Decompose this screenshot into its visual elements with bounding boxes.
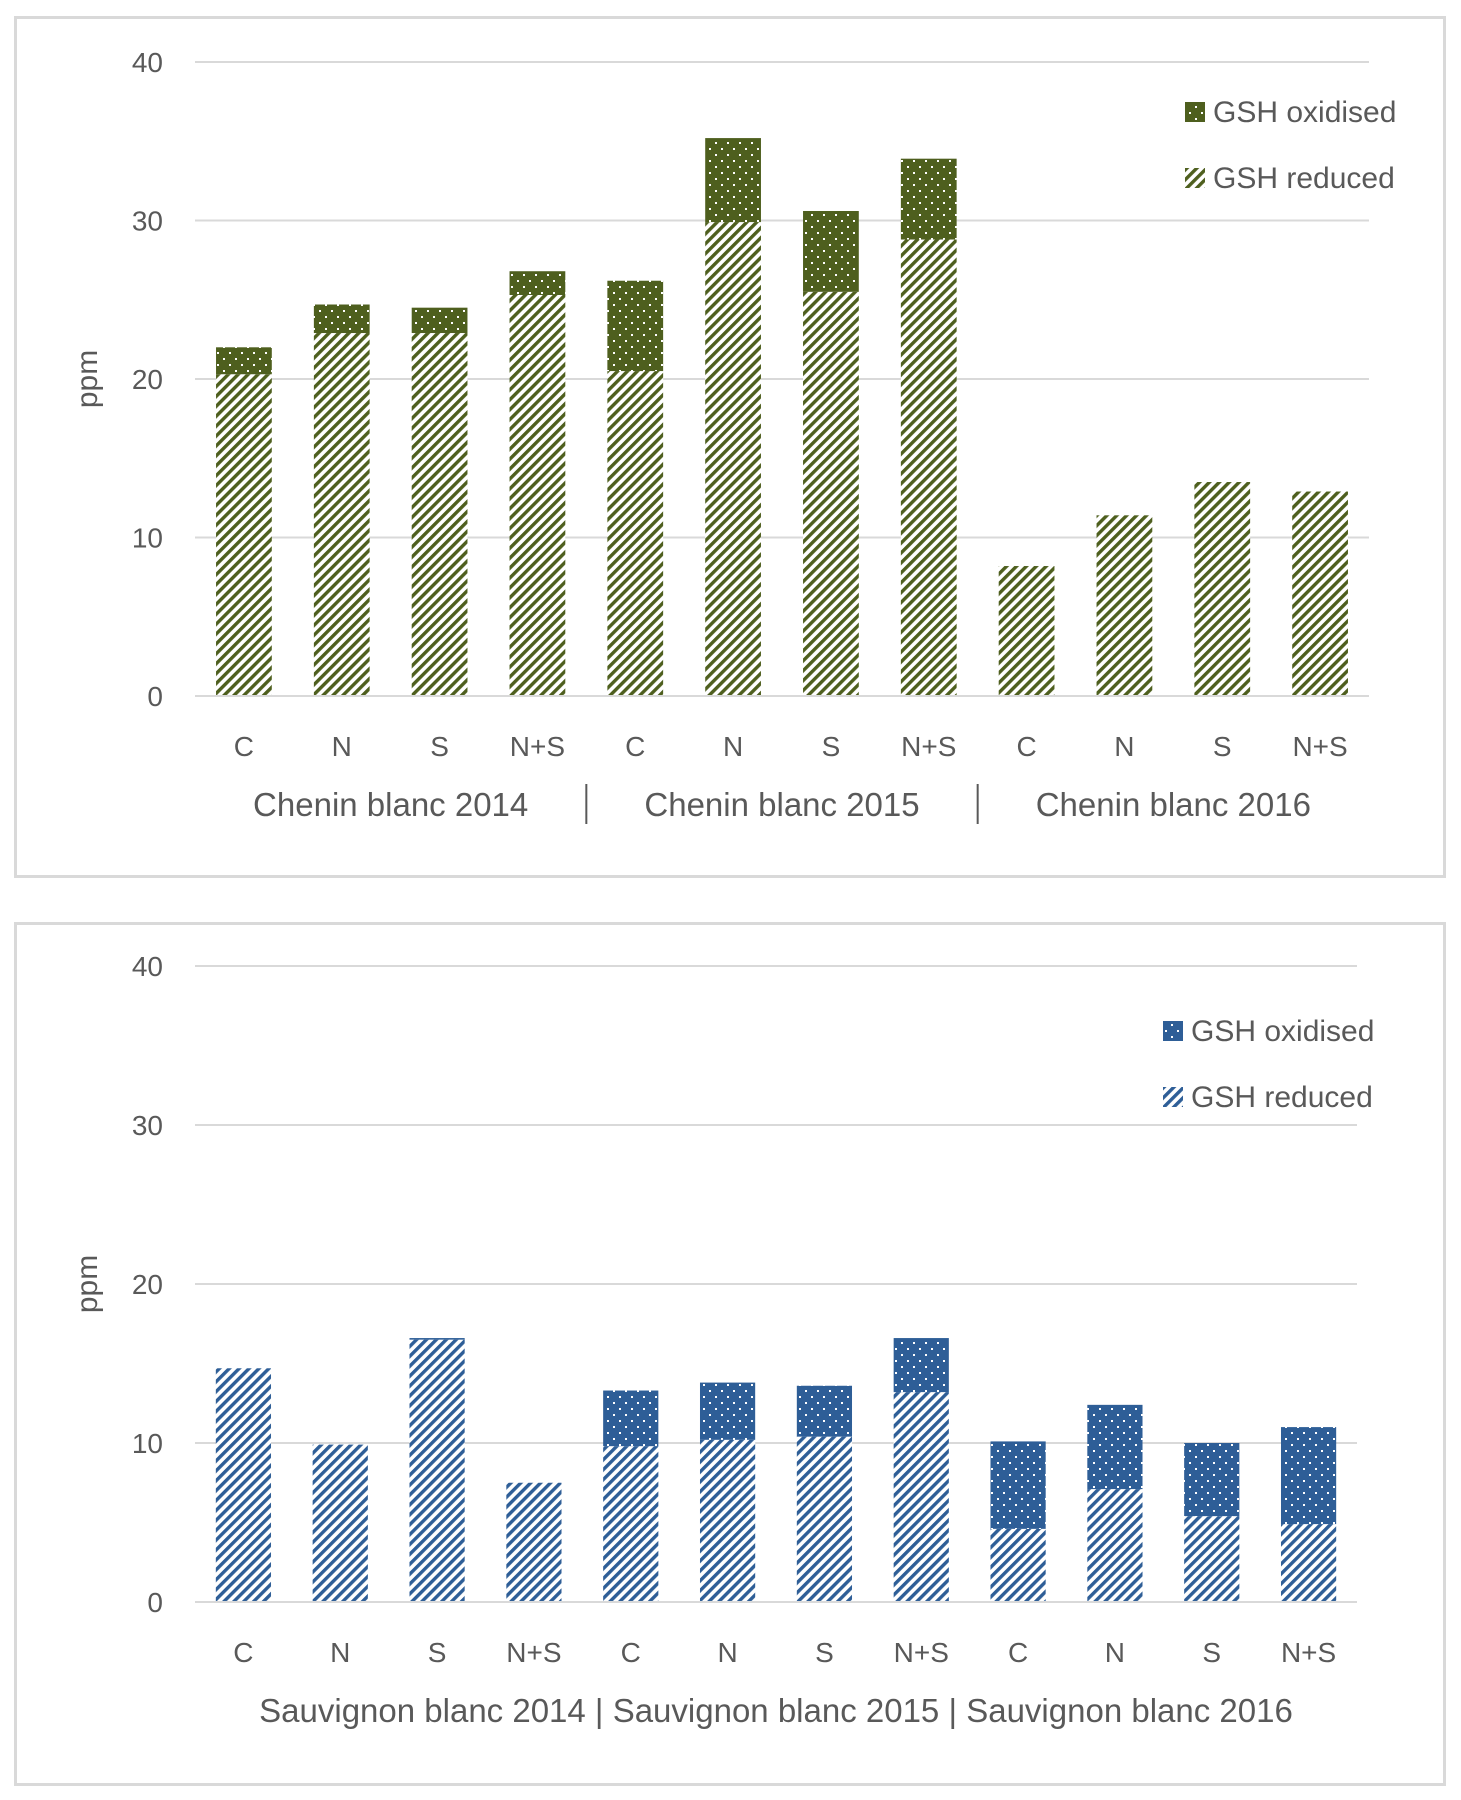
legend-label: GSH reduced [1213, 162, 1395, 195]
x-tick-label: C [1016, 731, 1036, 762]
group-separator: | [939, 1692, 966, 1729]
bar-gsh-reduced [506, 1482, 562, 1602]
bar-gsh-oxidised [409, 1338, 465, 1340]
group-label: Sauvignon blanc 2014 [259, 1692, 586, 1729]
x-tick-label: S [428, 1637, 447, 1668]
x-tick-label: C [621, 1637, 641, 1668]
bar-gsh-reduced [411, 333, 468, 696]
y-tick-label: 10 [132, 1428, 163, 1459]
group-label: Chenin blanc 2014 [253, 786, 528, 823]
bar-gsh-reduced [990, 1528, 1046, 1602]
bar-gsh-oxidised [705, 138, 761, 223]
legend-label: GSH reduced [1191, 1081, 1373, 1114]
bar-gsh-reduced [803, 291, 859, 696]
bar-gsh-reduced [998, 566, 1055, 696]
x-tick-label: N+S [901, 731, 956, 762]
bar-gsh-oxidised [1184, 1443, 1240, 1517]
bar-gsh-reduced [409, 1339, 465, 1602]
bar-gsh-reduced [900, 239, 957, 696]
legend-swatch-gsh-reduced [1185, 168, 1205, 188]
x-tick-label: C [233, 1637, 253, 1668]
bar-gsh-oxidised [990, 1441, 1046, 1529]
bar-gsh-oxidised [699, 1382, 756, 1440]
group-label: Sauvignon blanc 2016 [966, 1692, 1293, 1729]
x-tick-label: N+S [506, 1637, 561, 1668]
bar-gsh-oxidised [900, 158, 957, 240]
legend-swatch-gsh-oxidised [1185, 102, 1205, 122]
bar-gsh-oxidised [216, 347, 272, 375]
x-tick-label: S [1213, 731, 1232, 762]
x-tick-label: N [1114, 731, 1134, 762]
bar-gsh-oxidised [313, 304, 370, 334]
bar-gsh-oxidised [509, 271, 566, 295]
bar-gsh-oxidised [411, 307, 468, 334]
chenin-blanc-chart: 0 10 20 30 40 ppm C N S N+S C N S N+S C N S N+S Chenin bla… [14, 16, 1446, 878]
y-axis-title: ppm [71, 1255, 104, 1313]
x-tick-label: S [1202, 1637, 1221, 1668]
x-tick-label: N+S [894, 1637, 949, 1668]
y-tick-label: 30 [132, 1110, 163, 1141]
bar-gsh-reduced [699, 1439, 756, 1602]
bar-gsh-reduced [893, 1392, 949, 1602]
sauvignon-blanc-chart-svg: 0 10 20 30 40 ppm C N S N+S C N S N+S C N S N+S Sauvignon … [71, 951, 1374, 1729]
bar-gsh-reduced [603, 1446, 659, 1602]
y-tick-label: 20 [132, 364, 163, 395]
legend-swatch-gsh-oxidised [1163, 1021, 1183, 1041]
group-labels: Sauvignon blanc 2014 | Sauvignon blanc 2… [259, 1692, 1293, 1729]
bar-gsh-reduced [216, 374, 272, 696]
group-separator: | [586, 1692, 613, 1729]
bar-gsh-reduced [312, 1444, 368, 1602]
bar-gsh-reduced [1087, 1489, 1143, 1602]
bar-gsh-reduced [796, 1436, 853, 1602]
bar-gsh-oxidised [796, 1385, 853, 1437]
chenin-blanc-chart-svg: 0 10 20 30 40 ppm C N S N+S C N S N+S C N S N+S Chenin bla… [71, 47, 1396, 824]
y-tick-label: 0 [147, 1587, 163, 1618]
y-tick-label: 40 [132, 951, 163, 982]
x-tick-label: N [332, 731, 352, 762]
x-tick-label: N [1105, 1637, 1125, 1668]
bar-gsh-reduced [705, 222, 761, 696]
bar-gsh-reduced [313, 333, 370, 696]
legend-swatch-gsh-reduced [1163, 1087, 1183, 1107]
y-tick-label: 10 [132, 523, 163, 554]
legend-label: GSH oxidised [1213, 96, 1396, 129]
x-tick-label: S [430, 731, 449, 762]
x-tick-label: N+S [1281, 1637, 1336, 1668]
bar-gsh-oxidised [603, 1390, 659, 1447]
bar-gsh-reduced [1292, 491, 1348, 696]
y-tick-label: 30 [132, 206, 163, 237]
x-tick-label: N [717, 1637, 737, 1668]
bar-gsh-oxidised [803, 210, 859, 292]
bar-gsh-reduced [1184, 1516, 1240, 1602]
bar-gsh-oxidised [607, 280, 664, 372]
y-axis-title: ppm [71, 350, 104, 408]
bar-gsh-reduced [1096, 515, 1153, 696]
y-tick-label: 0 [147, 681, 163, 712]
bar-gsh-oxidised [1087, 1404, 1143, 1490]
x-tick-label: N [330, 1637, 350, 1668]
x-tick-label: N+S [510, 731, 565, 762]
bar-gsh-oxidised [1280, 1427, 1337, 1525]
bar-gsh-reduced [215, 1368, 272, 1602]
legend-label: GSH oxidised [1191, 1015, 1374, 1048]
group-label: Chenin blanc 2016 [1036, 786, 1311, 823]
y-tick-label: 40 [132, 47, 163, 78]
sauvignon-blanc-chart: 0 10 20 30 40 ppm C N S N+S C N S N+S C N S N+S Sauvignon … [14, 922, 1446, 1786]
x-tick-label: S [815, 1637, 834, 1668]
x-tick-label: N+S [1292, 731, 1347, 762]
group-label: Sauvignon blanc 2015 [613, 1692, 940, 1729]
x-tick-label: C [234, 731, 254, 762]
y-tick-label: 20 [132, 1269, 163, 1300]
bar-gsh-reduced [1194, 482, 1251, 696]
bar-gsh-oxidised [893, 1338, 949, 1393]
group-label: Chenin blanc 2015 [644, 786, 919, 823]
x-tick-label: C [1008, 1637, 1028, 1668]
x-tick-label: N [723, 731, 743, 762]
x-tick-label: C [625, 731, 645, 762]
bar-gsh-reduced [607, 371, 664, 696]
bar-gsh-reduced [1280, 1524, 1337, 1602]
bar-gsh-reduced [509, 294, 566, 696]
x-tick-label: S [822, 731, 841, 762]
